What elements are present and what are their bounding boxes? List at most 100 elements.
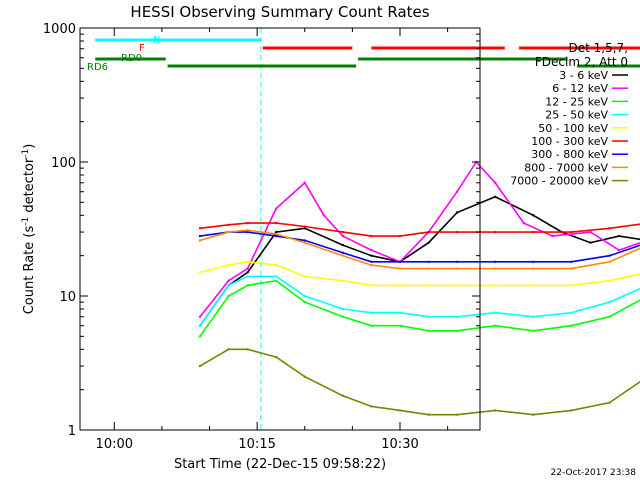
axis-ticks-layer: 10:00 10:15 10:30 1 10 100 1000 [43,22,480,452]
series-1-point-6 [341,234,345,238]
series-7-point-2 [246,228,249,232]
series-4-point-0 [198,271,202,274]
series-0-point-14 [617,234,621,238]
series-6-point-12 [570,260,573,263]
series-5-point-5 [341,230,345,234]
series-7-point-1 [227,230,230,234]
series-1-point-3 [274,207,278,210]
series-4-point-7 [398,284,402,287]
series-2-point-6 [370,324,373,327]
series-1-point-2 [246,267,249,270]
series-2-point-3 [274,279,278,282]
y-axis-label-main: Count Rate (s [22,226,37,315]
series-line-0 [199,195,640,327]
series-4-point-13 [608,279,611,282]
series-8-point-10 [494,409,497,412]
series-8-point-0 [198,364,202,368]
legend-label-5: 100 - 300 keV [531,135,608,148]
series-2-point-8 [427,329,430,332]
series-4-point-5 [341,279,345,282]
series-7-point-3 [274,232,278,236]
series-4-point-10 [494,284,497,287]
series-3-point-3 [274,275,278,278]
series-5-point-0 [198,227,202,230]
series-7-point-13 [608,260,611,263]
series-5-point-10 [494,230,497,234]
series-2-point-10 [494,324,497,327]
series-1-point-1 [227,279,230,282]
series-3-point-6 [370,311,373,314]
legend-header-line2: FDecim 2, Att 0 [535,55,628,69]
series-6-point-11 [532,260,535,263]
series-6-point-4 [303,239,306,242]
series-6-point-3 [274,234,278,238]
series-7-point-12 [570,267,573,270]
series-1-point-15 [589,230,592,234]
data-layer [198,28,640,430]
y-tick-label-1000: 1000 [43,22,76,37]
series-0-point-5 [341,243,345,247]
series-5-point-9 [455,230,459,234]
y-axis-label-sup2: -1 [21,149,31,158]
series-6-point-6 [370,260,373,263]
series-7-point-11 [532,267,535,270]
x-tick-label-10:30: 10:30 [381,437,418,452]
series-4-point-3 [274,263,278,267]
series-8-point-7 [398,409,402,412]
series-1-point-12 [494,181,497,184]
series-0-point-4 [303,227,306,230]
series-6-point-9 [455,260,459,263]
series-1-point-13 [522,221,526,225]
series-2-point-9 [455,329,459,332]
series-5-point-2 [246,221,249,225]
legend-label-6: 300 - 800 keV [531,148,608,161]
series-line-8 [199,348,640,416]
series-0-point-10 [494,195,497,198]
series-8-point-12 [570,409,573,412]
series-line-1 [199,160,640,318]
series-7-point-4 [303,241,306,244]
series-8-point-8 [427,413,430,416]
series-3-point-4 [303,294,306,298]
series-2-point-11 [532,329,535,332]
series-7-point-0 [198,239,202,242]
series-8-point-13 [608,401,611,404]
series-0-point-6 [370,254,373,257]
series-6-point-5 [341,251,345,255]
series-1-point-5 [322,214,326,217]
series-3-point-11 [532,315,535,318]
series-8-point-2 [246,348,249,351]
footer-date: 22-Oct-2017 23:38 [551,468,637,478]
series-1-point-14 [551,234,554,238]
series-1-point-16 [617,248,621,252]
series-6-point-0 [198,234,202,238]
series-2-point-2 [246,284,249,287]
x-tick-label-10:00: 10:00 [96,437,133,452]
series-1-point-10 [455,190,459,193]
x-axis-label: Start Time (22-Dec-15 09:58:22) [174,457,386,472]
series-4-point-4 [303,275,306,278]
series-8-point-1 [227,348,230,351]
series-4-point-1 [227,263,230,267]
series-0-point-11 [532,214,535,217]
series-8-point-4 [303,375,306,378]
series-3-point-9 [455,315,459,318]
series-5-point-3 [274,221,278,225]
y-tick-label-10: 10 [59,290,76,305]
series-6-point-7 [398,260,402,263]
series-2-point-1 [227,294,230,298]
series-2-point-12 [570,324,573,327]
legend-label-0: 3 - 6 keV [559,69,608,82]
series-3-point-1 [227,284,230,287]
series-6-point-13 [608,254,611,257]
series-line-4 [199,260,640,287]
series-7-point-5 [341,254,345,257]
x-tick-label-10:15: 10:15 [238,437,275,452]
legend-label-2: 12 - 25 keV [545,95,608,108]
series-3-point-8 [427,315,430,318]
chart-title: HESSI Observing Summary Count Rates [130,3,429,21]
legend-label-7: 800 - 7000 keV [524,161,608,174]
series-7-point-10 [494,267,497,270]
